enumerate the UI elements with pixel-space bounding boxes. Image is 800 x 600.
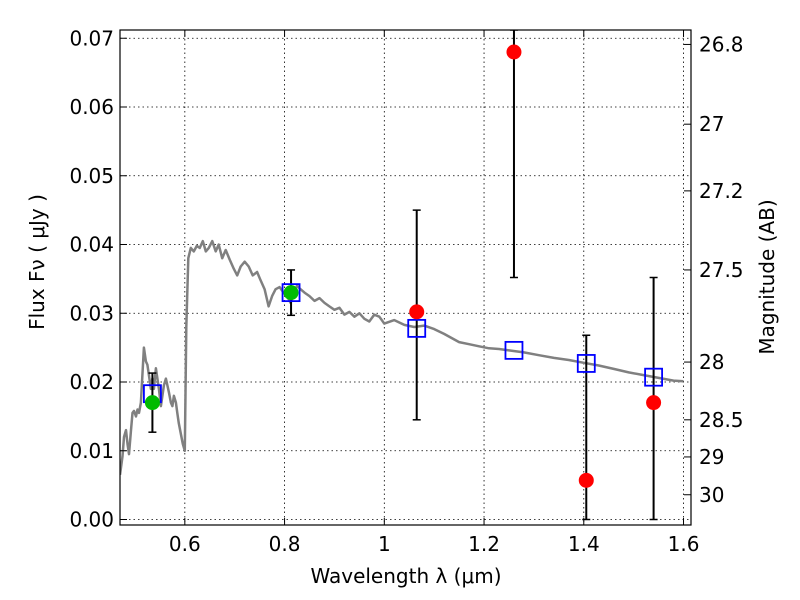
x-tick-label: 1.6 (668, 532, 700, 556)
y-tick-label: 0.03 (69, 301, 114, 325)
y2-tick-label: 29 (699, 445, 724, 469)
y-tick-label: 0.01 (69, 439, 114, 463)
upper-limit-point (409, 304, 425, 320)
x-axis-label: Wavelength λ (μm) (310, 564, 501, 588)
detection-point (144, 395, 160, 411)
model-flux-square (644, 367, 663, 387)
x-tick-label: 0.8 (269, 532, 301, 556)
y-tick-label: 0.06 (69, 95, 114, 119)
y2-tick-label: 30 (699, 483, 724, 507)
y-axis-label: Flux Fν ( μJy ) (25, 194, 49, 330)
plot-frame (119, 29, 692, 526)
upper-limit-point (578, 472, 594, 488)
model-flux-square (281, 283, 301, 303)
y2-axis-label: Magnitude (AB) (755, 199, 779, 354)
model-flux-square (576, 354, 596, 373)
model-flux-square (504, 340, 524, 360)
y2-tick-label: 28 (699, 350, 724, 374)
y2-tick-label: 27.5 (699, 258, 744, 282)
y2-tick-label: 27.2 (699, 179, 744, 203)
y-tick-label: 0.05 (69, 164, 114, 188)
axis-ticks: 0.6 0.8 1 1.2 1.4 1.6 0.00 0.01 0.02 0.03 0.04 0.05… (69, 26, 743, 556)
model-flux-square (407, 318, 427, 338)
x-tick-label: 1.2 (468, 532, 500, 556)
grid-lines (120, 30, 691, 525)
y2-tick-label: 26.8 (699, 32, 744, 56)
y-tick-label: 0.04 (69, 233, 114, 257)
x-tick-label: 0.6 (169, 532, 201, 556)
detection-point (283, 285, 299, 301)
x-tick-label: 1 (378, 532, 391, 556)
upper-limit-point (506, 44, 522, 60)
y2-tick-label: 28.5 (699, 408, 744, 432)
y2-tick-label: 27 (699, 112, 724, 136)
y-tick-label: 0.00 (69, 508, 114, 532)
y-tick-label: 0.02 (69, 370, 114, 394)
x-tick-label: 1.4 (568, 532, 600, 556)
y-tick-label: 0.07 (69, 26, 114, 50)
upper-limit-point (646, 395, 662, 411)
